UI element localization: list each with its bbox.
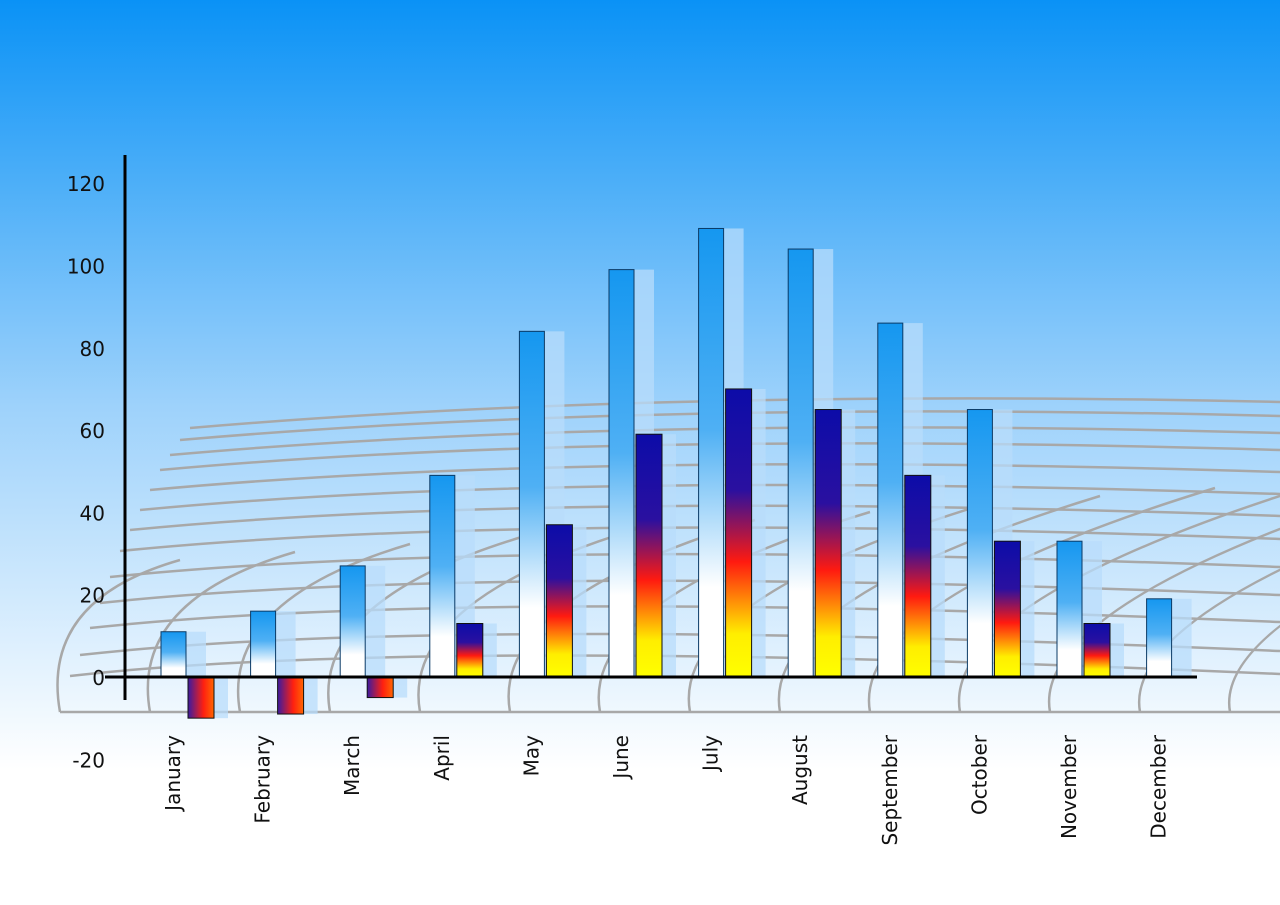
grid-line <box>169 426 1280 457</box>
bar-series-2 <box>725 388 753 678</box>
x-tick-label: April <box>430 735 454 781</box>
bar-series-1 <box>1056 540 1083 678</box>
bar-series-1 <box>518 330 545 678</box>
bar-series-2 <box>187 676 215 719</box>
bar-series-2 <box>456 623 484 678</box>
bar-series-1 <box>429 474 456 678</box>
bar-series-2 <box>993 540 1021 678</box>
x-tick-label: March <box>340 735 364 796</box>
grid-line <box>146 550 296 713</box>
y-tick-label: 60 <box>80 419 105 443</box>
bar-series-2 <box>1083 623 1111 678</box>
bar-series-2 <box>277 676 305 715</box>
x-tick-label: July <box>699 735 723 773</box>
grid-line <box>179 410 1280 442</box>
bar-series-2 <box>814 409 842 678</box>
y-tick-label: 0 <box>92 666 105 690</box>
y-tick-label: 40 <box>80 501 105 525</box>
bar-series-2 <box>904 474 932 678</box>
y-tick-label: 20 <box>80 584 105 608</box>
bar-series-1 <box>966 409 993 678</box>
grid-line <box>867 486 1216 713</box>
grid-line <box>1227 624 1280 713</box>
x-tick-label: August <box>788 735 812 805</box>
y-tick-label: 80 <box>80 337 105 361</box>
x-tick-label: September <box>878 734 902 845</box>
y-tick-label: 100 <box>67 255 105 279</box>
x-tick-label: February <box>251 735 275 824</box>
grid-line <box>189 397 1280 430</box>
y-tick-label: -20 <box>72 748 105 772</box>
bar-series-1 <box>250 610 277 678</box>
grid-line <box>1137 568 1280 713</box>
x-tick-label: June <box>609 735 633 781</box>
bar-series-1 <box>339 565 366 678</box>
y-tick-label: 120 <box>67 172 105 196</box>
x-tick-label: December <box>1147 734 1171 838</box>
x-tick-label: May <box>519 735 543 777</box>
bar-series-2 <box>635 433 663 678</box>
bar-series-1 <box>877 322 904 678</box>
bar-series-2 <box>545 524 573 678</box>
grid-line <box>56 558 181 713</box>
bar-series-1 <box>608 269 635 678</box>
grid-line <box>1047 527 1280 713</box>
bar-series-1 <box>787 248 814 678</box>
x-tick-label: January <box>161 735 185 813</box>
x-tick-label: November <box>1057 734 1081 839</box>
bar-series-1 <box>1146 598 1173 678</box>
bar-series-1 <box>698 227 725 678</box>
grid-line <box>957 494 1280 713</box>
bar-series-1 <box>160 631 187 678</box>
bar-series-2 <box>366 676 394 699</box>
x-tick-label: October <box>967 734 991 815</box>
